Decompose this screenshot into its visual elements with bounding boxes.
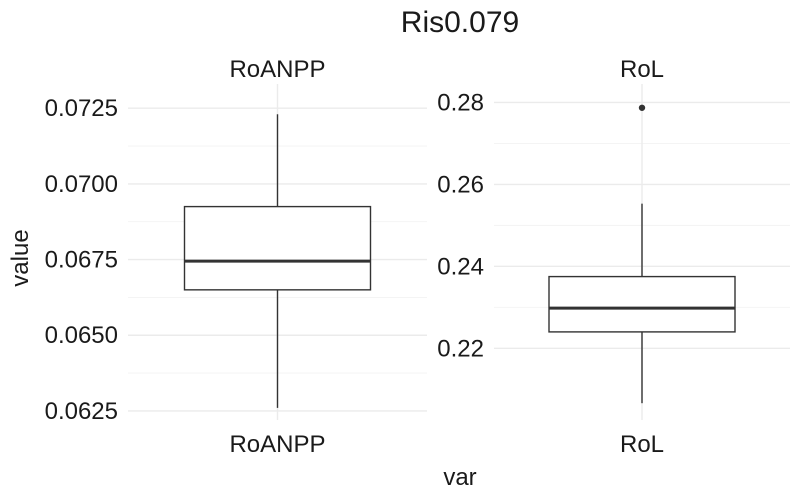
facet-strip-label: RoL xyxy=(620,56,664,83)
y-tick-label: 0.26 xyxy=(437,171,484,198)
box-rol xyxy=(548,275,736,333)
facet-panel-roanpp: 0.0625 0.0650 0.0675 0.0700 0.0725 RoANPP RoAN… xyxy=(45,56,427,458)
x-axis-label: var xyxy=(443,464,476,491)
y-tick-label: 0.24 xyxy=(437,253,484,280)
y-tick-label: 0.0725 xyxy=(45,95,118,122)
box-roanpp xyxy=(183,205,372,291)
x-tick-label: RoANPP xyxy=(229,431,325,458)
y-axis-label: value xyxy=(7,229,34,286)
y-tick-label: 0.0650 xyxy=(45,322,118,349)
y-tick-label: 0.0625 xyxy=(45,398,118,425)
x-tick-label: RoL xyxy=(620,431,664,458)
outlier-point xyxy=(638,104,646,111)
y-tick-label: 0.22 xyxy=(437,335,484,362)
facet-panel-rol: 0.22 0.24 0.26 0.28 RoL RoL xyxy=(437,56,790,458)
y-tick-label: 0.28 xyxy=(437,89,484,116)
y-tick-label: 0.0675 xyxy=(45,247,118,274)
chart-title: Ris0.079 xyxy=(401,6,519,39)
y-tick-label: 0.0700 xyxy=(45,171,118,198)
facet-strip-label: RoANPP xyxy=(229,56,325,83)
